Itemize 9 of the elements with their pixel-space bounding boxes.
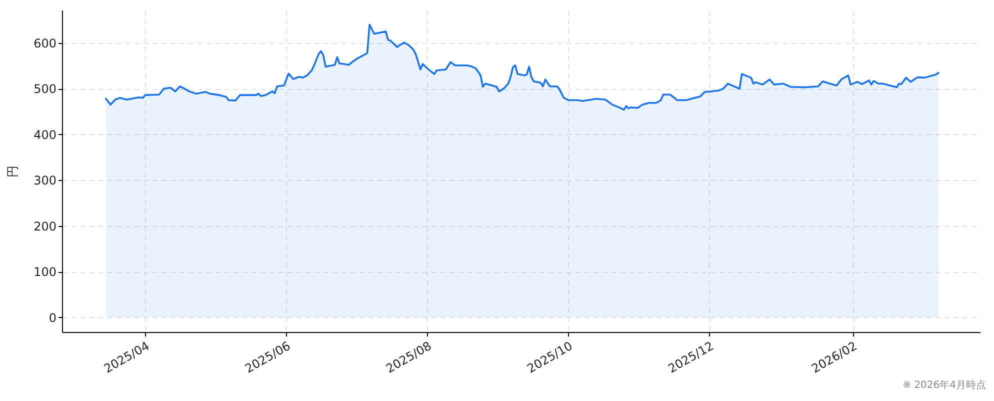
y-tick-label: 400 bbox=[34, 128, 56, 142]
y-tick-label: 100 bbox=[34, 265, 56, 280]
y-tick-label: 300 bbox=[34, 174, 56, 188]
text: ※ 2026年4月時点 bbox=[902, 379, 986, 391]
y-tick-label: 600 bbox=[34, 36, 56, 50]
y-axis-title: 円 bbox=[6, 166, 20, 178]
y-tick-label: 500 bbox=[34, 82, 56, 96]
y-tick-label: 200 bbox=[34, 219, 56, 234]
y-tick-label: 0 bbox=[48, 310, 56, 325]
